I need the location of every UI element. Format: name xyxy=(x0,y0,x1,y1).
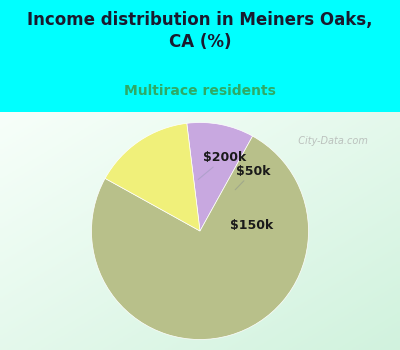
Text: City-Data.com: City-Data.com xyxy=(292,135,368,146)
Text: $200k: $200k xyxy=(198,151,246,180)
Wedge shape xyxy=(187,122,253,231)
Text: $150k: $150k xyxy=(230,219,273,232)
Wedge shape xyxy=(105,123,200,231)
Text: Income distribution in Meiners Oaks,
CA (%): Income distribution in Meiners Oaks, CA … xyxy=(27,10,373,51)
Text: $50k: $50k xyxy=(235,165,270,190)
Wedge shape xyxy=(92,136,308,340)
Text: Multirace residents: Multirace residents xyxy=(124,84,276,98)
